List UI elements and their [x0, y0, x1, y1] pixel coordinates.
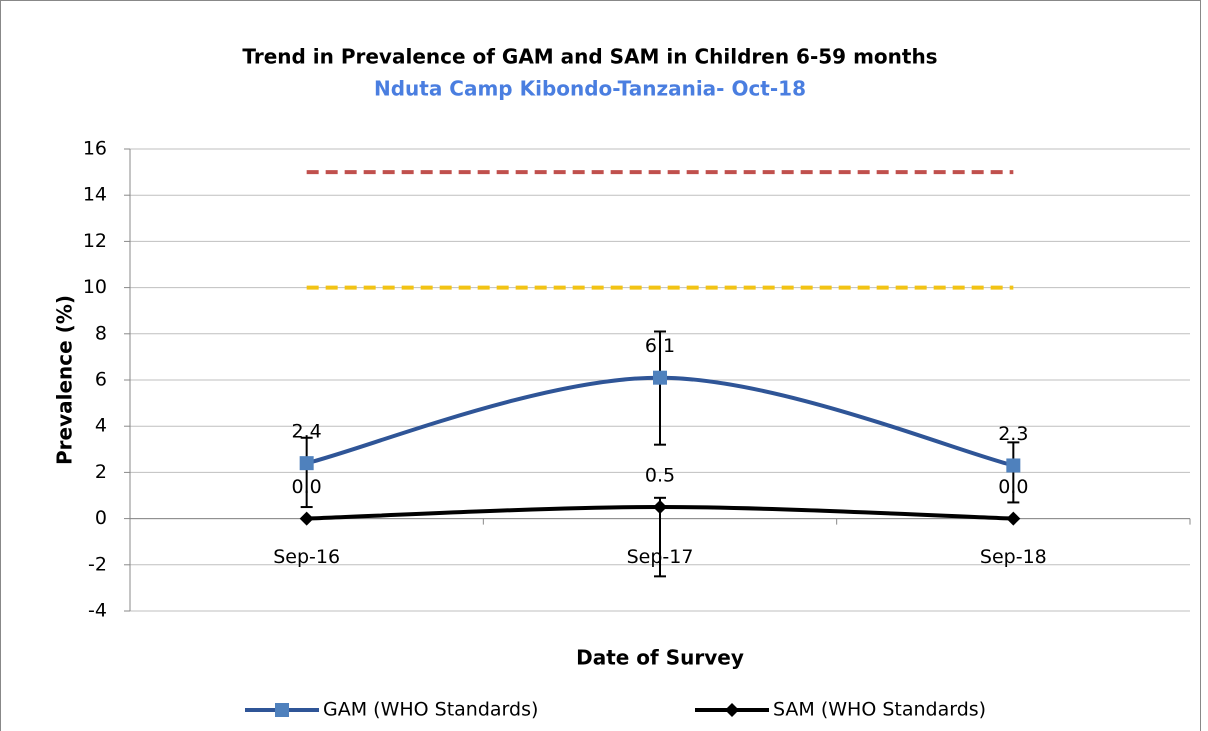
data-label: 0.5 [645, 465, 675, 487]
marker [725, 703, 739, 717]
chart-subtitle: Nduta Camp Kibondo-Tanzania- Oct-18 [374, 77, 806, 101]
legend-label: GAM (WHO Standards) [323, 699, 538, 721]
y-tick-label: -2 [88, 553, 107, 575]
marker [299, 511, 314, 526]
x-tick-label: Sep-16 [273, 546, 340, 568]
marker [653, 370, 667, 385]
y-tick-label: 14 [83, 184, 107, 206]
marker [1006, 511, 1021, 526]
data-label: 2.4 [292, 421, 322, 443]
y-tick-label: 0 [95, 507, 107, 529]
marker [275, 703, 289, 717]
data-label: 2.3 [998, 423, 1028, 445]
marker [299, 456, 314, 471]
y-tick-label: 6 [95, 369, 107, 391]
x-axis-label: Date of Survey [576, 646, 744, 670]
data-label: 0.0 [998, 476, 1028, 498]
legend-label: SAM (WHO Standards) [773, 699, 986, 721]
data-label: 6.1 [645, 335, 675, 357]
x-tick-label: Sep-18 [980, 546, 1047, 568]
chart-title: Trend in Prevalence of GAM and SAM in Ch… [242, 45, 937, 69]
y-tick-label: -4 [88, 600, 107, 622]
y-tick-label: 8 [95, 322, 107, 344]
marker [1006, 458, 1021, 473]
data-label: 0.0 [292, 476, 322, 498]
marker [653, 500, 667, 515]
y-tick-label: 12 [83, 230, 107, 252]
y-axis-label: Prevalence (%) [53, 295, 77, 465]
y-tick-label: 16 [83, 138, 107, 160]
y-tick-label: 10 [83, 276, 107, 298]
y-tick-label: 4 [95, 415, 107, 437]
y-tick-label: 2 [95, 461, 107, 483]
